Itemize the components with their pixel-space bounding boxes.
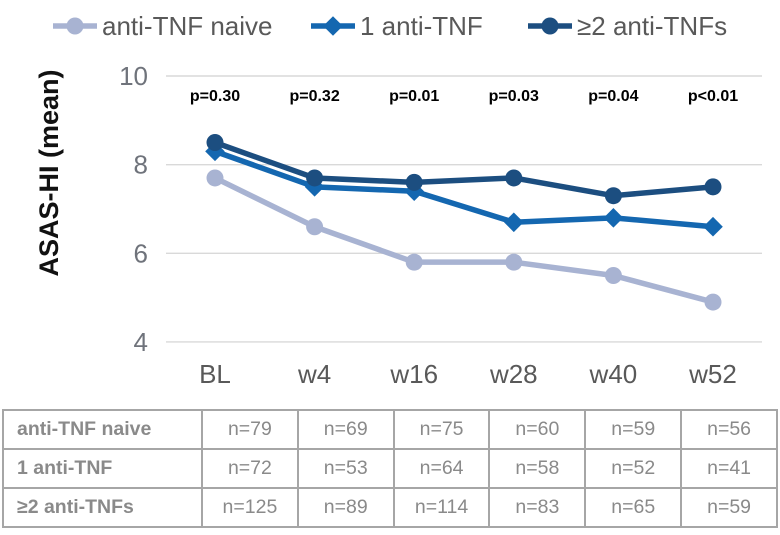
x-axis-label: w52: [688, 359, 737, 389]
y-tick-label: 8: [134, 150, 148, 180]
x-axis-labels: BL w4 w16 w28 w40 w52: [199, 359, 737, 389]
legend-item-2: 1 anti-TNF: [310, 10, 483, 42]
n-count-cell: n=83: [488, 487, 587, 528]
p-value-annotations: p=0.30 p=0.32 p=0.01 p=0.03 p=0.04 p<0.01: [190, 88, 738, 105]
sample-size-table-wrap: anti-TNF naive n=79 n=69 n=75 n=60 n=59 n=56 1 …: [2, 409, 778, 528]
p-value-label: p=0.03: [489, 88, 539, 105]
series-line: [212, 175, 716, 305]
x-axis-label: w40: [589, 359, 638, 389]
data-point: [603, 208, 624, 228]
y-tick-labels: 10 8 6 4: [119, 61, 148, 357]
table-row-1: anti-TNF naive n=79 n=69 n=75 n=60 n=59 n=56: [2, 409, 778, 450]
n-count-cell: n=125: [201, 487, 299, 528]
data-point: [505, 253, 523, 271]
legend-marker: [323, 16, 343, 36]
data-point: [306, 218, 324, 236]
y-tick-label: 10: [119, 61, 148, 91]
row-label: 1 anti-TNF: [2, 448, 203, 489]
x-axis-label: w28: [489, 359, 538, 389]
data-point: [704, 293, 722, 311]
data-point: [405, 173, 423, 191]
x-axis-label: w16: [389, 359, 438, 389]
n-count-cell: n=75: [392, 409, 491, 450]
n-count-cell: n=72: [201, 448, 299, 489]
series-1: [206, 169, 722, 311]
x-axis-label: BL: [199, 359, 231, 389]
n-count-cell: n=64: [392, 448, 491, 489]
p-value-label: p=0.04: [588, 88, 638, 105]
data-point: [604, 266, 622, 284]
n-count-cell: n=89: [296, 487, 395, 528]
series-line: [212, 139, 716, 199]
diamond-marker-icon: [311, 16, 355, 36]
n-count-cell: n=79: [201, 409, 299, 450]
n-count-cell: n=56: [680, 409, 778, 450]
data-point: [604, 187, 622, 205]
legend-label: ≥2 anti-TNFs: [577, 10, 728, 41]
data-point: [504, 212, 524, 233]
data-point: [304, 177, 325, 197]
data-point: [703, 216, 723, 237]
n-count-cell: n=41: [680, 448, 778, 489]
gridlines: [166, 75, 762, 343]
n-count-cell: n=58: [488, 448, 587, 489]
sample-size-table: anti-TNF naive n=79 n=69 n=75 n=60 n=59 n=56 1 …: [2, 409, 778, 528]
n-count-cell: n=60: [488, 409, 587, 450]
legend-label: anti-TNF naive: [102, 10, 273, 41]
legend-item-1: anti-TNF naive: [52, 10, 273, 42]
legend-marker: [541, 17, 559, 35]
n-count-cell: n=59: [680, 487, 778, 528]
p-value-label: p=0.01: [389, 88, 439, 105]
p-value-label: p=0.32: [289, 88, 339, 105]
legend-item-3: ≥2 anti-TNFs: [527, 10, 727, 42]
data-point: [704, 178, 722, 196]
data-point: [206, 169, 224, 187]
n-count-cell: n=52: [584, 448, 683, 489]
row-label: anti-TNF naive: [2, 409, 203, 450]
series-line: [212, 148, 716, 230]
legend-marker: [66, 17, 84, 35]
y-tick-label: 6: [134, 238, 148, 268]
n-count-cell: n=59: [584, 409, 683, 450]
x-axis-label: w4: [297, 359, 331, 389]
p-value-label: p=0.30: [190, 88, 240, 105]
table-row-3: ≥2 anti-TNFs n=125 n=89 n=114 n=83 n=65 n=59: [2, 487, 778, 528]
data-point: [306, 169, 324, 187]
n-count-cell: n=65: [584, 487, 683, 528]
y-tick-label: 4: [134, 327, 148, 357]
circle-marker-icon: [528, 17, 572, 35]
p-value-label: p<0.01: [688, 88, 738, 105]
legend-label: 1 anti-TNF: [360, 10, 483, 41]
series-3: [206, 133, 722, 205]
n-count-cell: n=114: [392, 487, 491, 528]
n-count-cell: n=53: [296, 448, 395, 489]
data-point: [405, 253, 423, 271]
data-point: [505, 169, 523, 187]
series-2: [205, 141, 723, 237]
n-count-cell: n=69: [296, 409, 395, 450]
circle-marker-icon: [53, 17, 97, 35]
y-axis-title: ASAS-HI (mean): [34, 69, 64, 276]
row-label: ≥2 anti-TNFs: [2, 487, 203, 528]
data-point: [206, 133, 224, 151]
table-row-2: 1 anti-TNF n=72 n=53 n=64 n=58 n=52 n=41: [2, 448, 778, 489]
